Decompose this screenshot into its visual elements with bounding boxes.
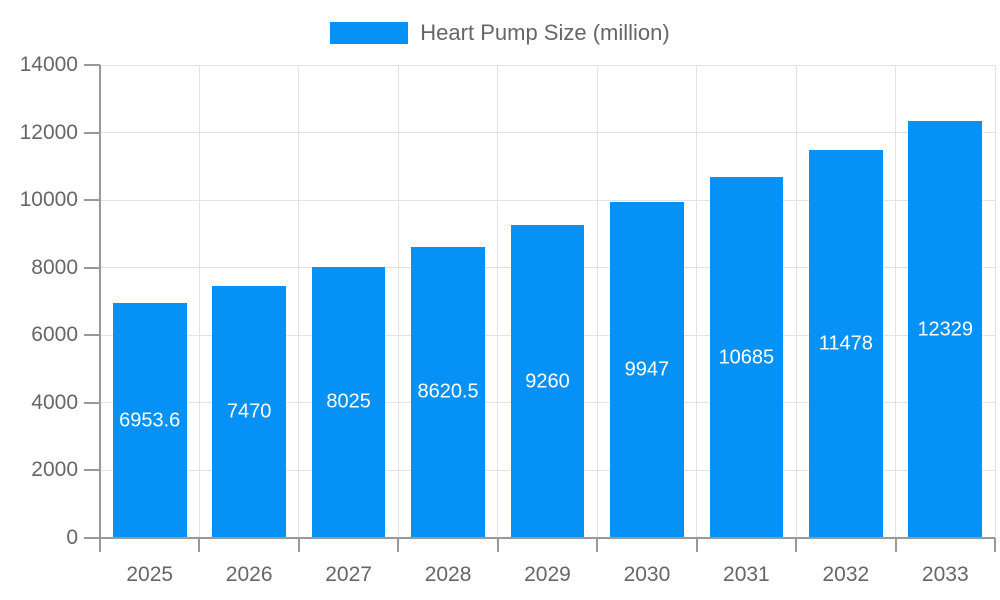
legend[interactable]: Heart Pump Size (million): [0, 20, 1000, 46]
y-axis-tick: [84, 469, 100, 472]
x-axis-tick: [695, 538, 698, 552]
gridline-v: [497, 65, 499, 538]
gridline-v: [994, 65, 996, 538]
bar-value-label: 11478: [818, 332, 873, 355]
gridline-v: [298, 65, 300, 538]
y-axis-tick: [84, 334, 100, 337]
x-axis-tick-label: 2033: [921, 563, 969, 586]
x-axis-tick: [795, 538, 798, 552]
y-axis-tick: [84, 64, 100, 66]
bar[interactable]: 12329: [908, 121, 983, 538]
x-axis-tick-label: 2027: [325, 563, 372, 586]
x-axis-tick: [496, 538, 499, 552]
bar-value-label: 7470: [226, 400, 272, 423]
gridline-v: [596, 65, 598, 538]
x-axis-line: [100, 537, 995, 539]
bar-value-label: 8025: [326, 390, 371, 413]
bar-value-label: 12329: [917, 318, 974, 341]
bar-value-label: 10685: [718, 346, 775, 368]
x-axis-tick: [297, 538, 300, 552]
gridline-v: [696, 65, 698, 538]
bar[interactable]: 8025: [311, 266, 386, 538]
y-axis-line: [99, 65, 101, 538]
bar[interactable]: 7470: [212, 285, 286, 538]
bar-value-label: 9260: [525, 370, 570, 393]
y-axis-tick-label: 4000: [31, 390, 78, 414]
y-axis-tick-label: 2000: [31, 458, 78, 482]
bar-value-label: 8620.5: [417, 380, 479, 403]
legend-swatch: [330, 22, 409, 44]
gridline-h: [100, 132, 995, 134]
x-axis-tick-label: 2031: [723, 563, 770, 586]
gridline-h: [100, 199, 995, 201]
y-axis-tick: [84, 131, 100, 134]
x-axis-tick: [894, 538, 897, 552]
bar[interactable]: 8620.5: [411, 246, 485, 538]
gridline-v: [895, 65, 897, 538]
x-axis-tick: [198, 538, 201, 552]
x-axis-tick: [596, 538, 599, 552]
x-axis-tick-label: 2032: [822, 563, 870, 586]
y-axis-tick-label: 14000: [19, 53, 78, 76]
y-axis-tick-label: 6000: [31, 323, 78, 347]
gridline-v: [795, 65, 797, 538]
y-axis-tick-label: 10000: [19, 188, 78, 212]
y-axis-tick: [84, 266, 100, 269]
x-axis-tick: [99, 538, 101, 552]
gridline-v: [198, 65, 200, 538]
x-axis-tick-label: 2028: [424, 563, 472, 586]
y-axis-tick-label: 8000: [31, 255, 78, 279]
bar[interactable]: 11478: [809, 150, 883, 538]
y-axis-tick: [84, 537, 100, 539]
x-axis-tick: [397, 538, 400, 552]
x-axis-tick-label: 2025: [126, 563, 174, 586]
y-axis-tick-label: 12000: [19, 120, 78, 144]
x-axis-tick-label: 2026: [225, 563, 273, 586]
x-axis-tick-label: 2030: [623, 563, 671, 586]
bar-value-label: 9947: [624, 358, 670, 381]
gridline-h: [100, 64, 995, 66]
y-axis-tick: [84, 401, 100, 404]
y-axis-tick-label: 0: [66, 526, 78, 549]
x-axis-tick: [994, 538, 996, 552]
bar[interactable]: 9260: [510, 225, 585, 538]
legend-label: Heart Pump Size (million): [420, 20, 670, 45]
bar[interactable]: 9947: [610, 201, 684, 538]
gridline-v: [397, 65, 399, 538]
x-axis-tick-label: 2029: [524, 563, 571, 586]
bar-value-label: 6953.6: [119, 409, 181, 432]
plot-area: 0 2000 4000 6000 8000 10000 12000 14000 2025 2026…: [20, 54, 996, 586]
y-axis-tick: [84, 199, 100, 202]
bar[interactable]: 10685: [709, 177, 784, 538]
bar[interactable]: 6953.6: [112, 303, 187, 538]
